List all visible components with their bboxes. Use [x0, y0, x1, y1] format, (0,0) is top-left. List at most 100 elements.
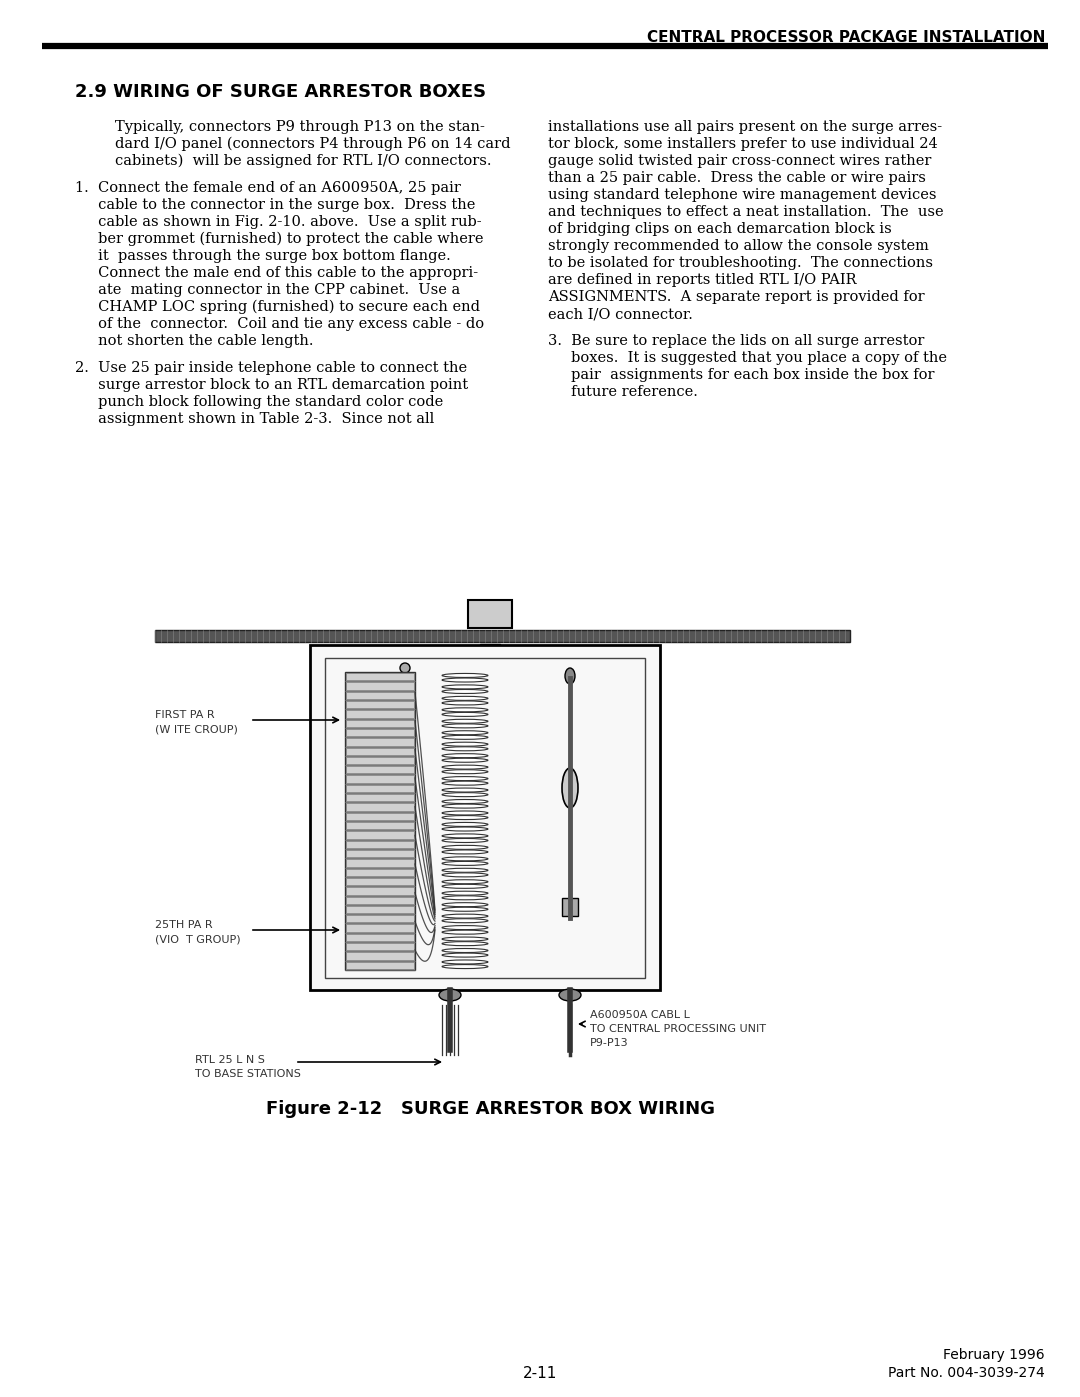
Ellipse shape: [442, 873, 488, 877]
Ellipse shape: [442, 960, 488, 964]
Ellipse shape: [442, 766, 488, 770]
Text: 2.  Use 25 pair inside telephone cable to connect the: 2. Use 25 pair inside telephone cable to…: [75, 360, 468, 374]
Text: cabinets)  will be assigned for RTL I/O connectors.: cabinets) will be assigned for RTL I/O c…: [114, 154, 491, 169]
Ellipse shape: [442, 747, 488, 750]
Ellipse shape: [442, 964, 488, 968]
Ellipse shape: [438, 989, 461, 1002]
Bar: [325, 658, 645, 978]
Text: Part No. 004-3039-274: Part No. 004-3039-274: [888, 1366, 1045, 1380]
Text: to be isolated for troubleshooting.  The connections: to be isolated for troubleshooting. The …: [548, 256, 933, 270]
Text: surge arrestor block to an RTL demarcation point: surge arrestor block to an RTL demarcati…: [75, 379, 468, 393]
Ellipse shape: [442, 812, 488, 814]
Bar: [346, 747, 414, 754]
Ellipse shape: [442, 712, 488, 717]
Ellipse shape: [442, 891, 488, 895]
Text: strongly recommended to allow the console system: strongly recommended to allow the consol…: [548, 239, 929, 253]
Ellipse shape: [559, 989, 581, 1002]
Ellipse shape: [442, 701, 488, 705]
Ellipse shape: [442, 919, 488, 923]
Ellipse shape: [442, 708, 488, 712]
Text: CENTRAL PROCESSOR PACKAGE INSTALLATION: CENTRAL PROCESSOR PACKAGE INSTALLATION: [647, 29, 1045, 45]
Bar: [345, 672, 415, 970]
Text: 25TH PA R: 25TH PA R: [156, 921, 213, 930]
Ellipse shape: [442, 690, 488, 693]
Text: boxes.  It is suggested that you place a copy of the: boxes. It is suggested that you place a …: [548, 351, 947, 365]
Ellipse shape: [565, 668, 575, 685]
Text: cable to the connector in the surge box.  Dress the: cable to the connector in the surge box.…: [75, 198, 475, 212]
Bar: [346, 775, 414, 782]
Bar: [346, 701, 414, 708]
Text: punch block following the standard color code: punch block following the standard color…: [75, 395, 443, 409]
Ellipse shape: [562, 768, 578, 807]
Ellipse shape: [442, 845, 488, 849]
Bar: [346, 887, 414, 894]
Ellipse shape: [442, 805, 488, 807]
Text: pair  assignments for each box inside the box for: pair assignments for each box inside the…: [548, 367, 934, 381]
Bar: [562, 898, 578, 916]
Bar: [346, 785, 414, 792]
Text: February 1996: February 1996: [943, 1348, 1045, 1362]
Text: future reference.: future reference.: [548, 386, 698, 400]
Ellipse shape: [442, 862, 488, 865]
Text: using standard telephone wire management devices: using standard telephone wire management…: [548, 189, 936, 203]
Bar: [156, 630, 850, 643]
Ellipse shape: [442, 949, 488, 953]
Text: TO CENTRAL PROCESSING UNIT: TO CENTRAL PROCESSING UNIT: [590, 1024, 766, 1034]
Bar: [346, 757, 414, 764]
Ellipse shape: [442, 884, 488, 888]
Text: ber grommet (furnished) to protect the cable where: ber grommet (furnished) to protect the c…: [75, 232, 484, 246]
Text: and techniques to effect a neat installation.  The  use: and techniques to effect a neat installa…: [548, 205, 944, 219]
Bar: [346, 813, 414, 820]
Ellipse shape: [442, 731, 488, 735]
Ellipse shape: [442, 781, 488, 785]
Bar: [346, 682, 414, 690]
Ellipse shape: [442, 753, 488, 757]
Text: tor block, some installers prefer to use individual 24: tor block, some installers prefer to use…: [548, 137, 937, 151]
Bar: [346, 821, 414, 830]
Bar: [346, 897, 414, 904]
Ellipse shape: [442, 770, 488, 774]
Ellipse shape: [442, 719, 488, 724]
Bar: [346, 692, 414, 698]
Bar: [346, 925, 414, 932]
Text: CHAMP LOC spring (furnished) to secure each end: CHAMP LOC spring (furnished) to secure e…: [75, 300, 480, 314]
Ellipse shape: [442, 907, 488, 911]
Bar: [310, 645, 660, 990]
Ellipse shape: [442, 799, 488, 803]
Text: 1.  Connect the female end of an A600950A, 25 pair: 1. Connect the female end of an A600950A…: [75, 182, 461, 196]
Ellipse shape: [442, 673, 488, 678]
Text: A600950A CABL L: A600950A CABL L: [590, 1010, 690, 1020]
Text: each I/O connector.: each I/O connector.: [548, 307, 693, 321]
Ellipse shape: [442, 816, 488, 820]
Ellipse shape: [442, 823, 488, 827]
Ellipse shape: [442, 880, 488, 884]
Ellipse shape: [442, 759, 488, 763]
Bar: [346, 933, 414, 942]
Text: installations use all pairs present on the surge arres-: installations use all pairs present on t…: [548, 120, 942, 134]
Text: than a 25 pair cable.  Dress the cable or wire pairs: than a 25 pair cable. Dress the cable or…: [548, 170, 926, 184]
Ellipse shape: [442, 942, 488, 946]
Ellipse shape: [442, 849, 488, 854]
Text: gauge solid twisted pair cross-connect wires rather: gauge solid twisted pair cross-connect w…: [548, 154, 931, 168]
Bar: [346, 849, 414, 858]
Bar: [346, 673, 414, 680]
Ellipse shape: [442, 827, 488, 831]
Ellipse shape: [442, 735, 488, 739]
Ellipse shape: [442, 678, 488, 682]
Bar: [468, 599, 512, 629]
Ellipse shape: [442, 788, 488, 792]
Text: of bridging clips on each demarcation block is: of bridging clips on each demarcation bl…: [548, 222, 892, 236]
Bar: [346, 793, 414, 802]
Ellipse shape: [442, 895, 488, 900]
Text: Typically, connectors P9 through P13 on the stan-: Typically, connectors P9 through P13 on …: [114, 120, 485, 134]
Bar: [346, 710, 414, 718]
Ellipse shape: [442, 953, 488, 957]
Bar: [346, 841, 414, 848]
Text: are defined in reports titled RTL I/O PAIR: are defined in reports titled RTL I/O PA…: [548, 272, 856, 286]
Text: P9-P13: P9-P13: [590, 1038, 629, 1048]
Bar: [346, 943, 414, 950]
Ellipse shape: [400, 664, 410, 673]
Text: it  passes through the surge box bottom flange.: it passes through the surge box bottom f…: [75, 249, 450, 263]
Bar: [346, 953, 414, 960]
Text: Figure 2-12   SURGE ARRESTOR BOX WIRING: Figure 2-12 SURGE ARRESTOR BOX WIRING: [266, 1099, 715, 1118]
